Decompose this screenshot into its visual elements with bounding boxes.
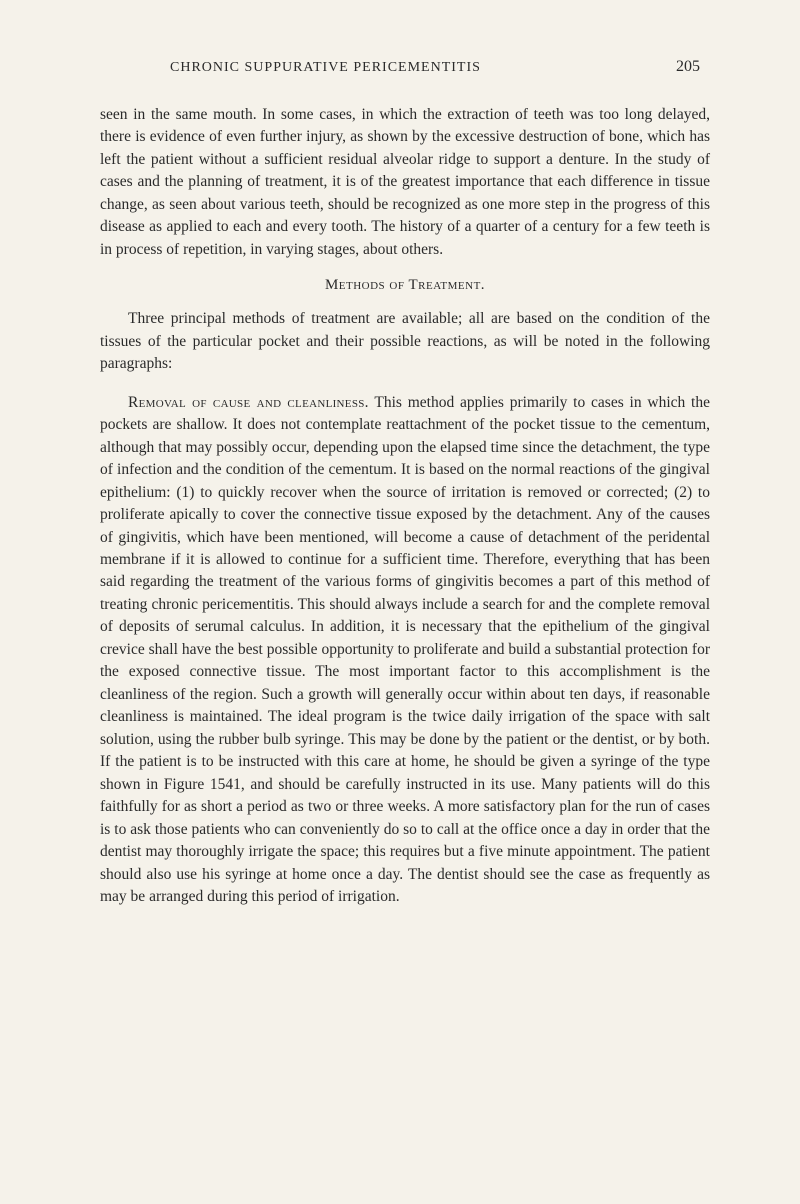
paragraph-continuation: seen in the same mouth. In some cases, i… [100,104,710,261]
section-heading: Methods of Treatment. [100,277,710,294]
paragraph-body-text: This method applies primarily to cases i… [100,394,710,905]
paragraph-main: Removal of cause and cleanliness. This m… [100,392,710,909]
page-header: CHRONIC SUPPURATIVE PERICEMENTITIS 205 [100,58,710,76]
paragraph-lead-smallcaps: Removal of cause and cleanliness. [128,394,369,411]
page-number: 205 [676,58,700,76]
running-head: CHRONIC SUPPURATIVE PERICEMENTITIS [170,60,481,76]
paragraph-intro: Three principal methods of treatment are… [100,308,710,375]
